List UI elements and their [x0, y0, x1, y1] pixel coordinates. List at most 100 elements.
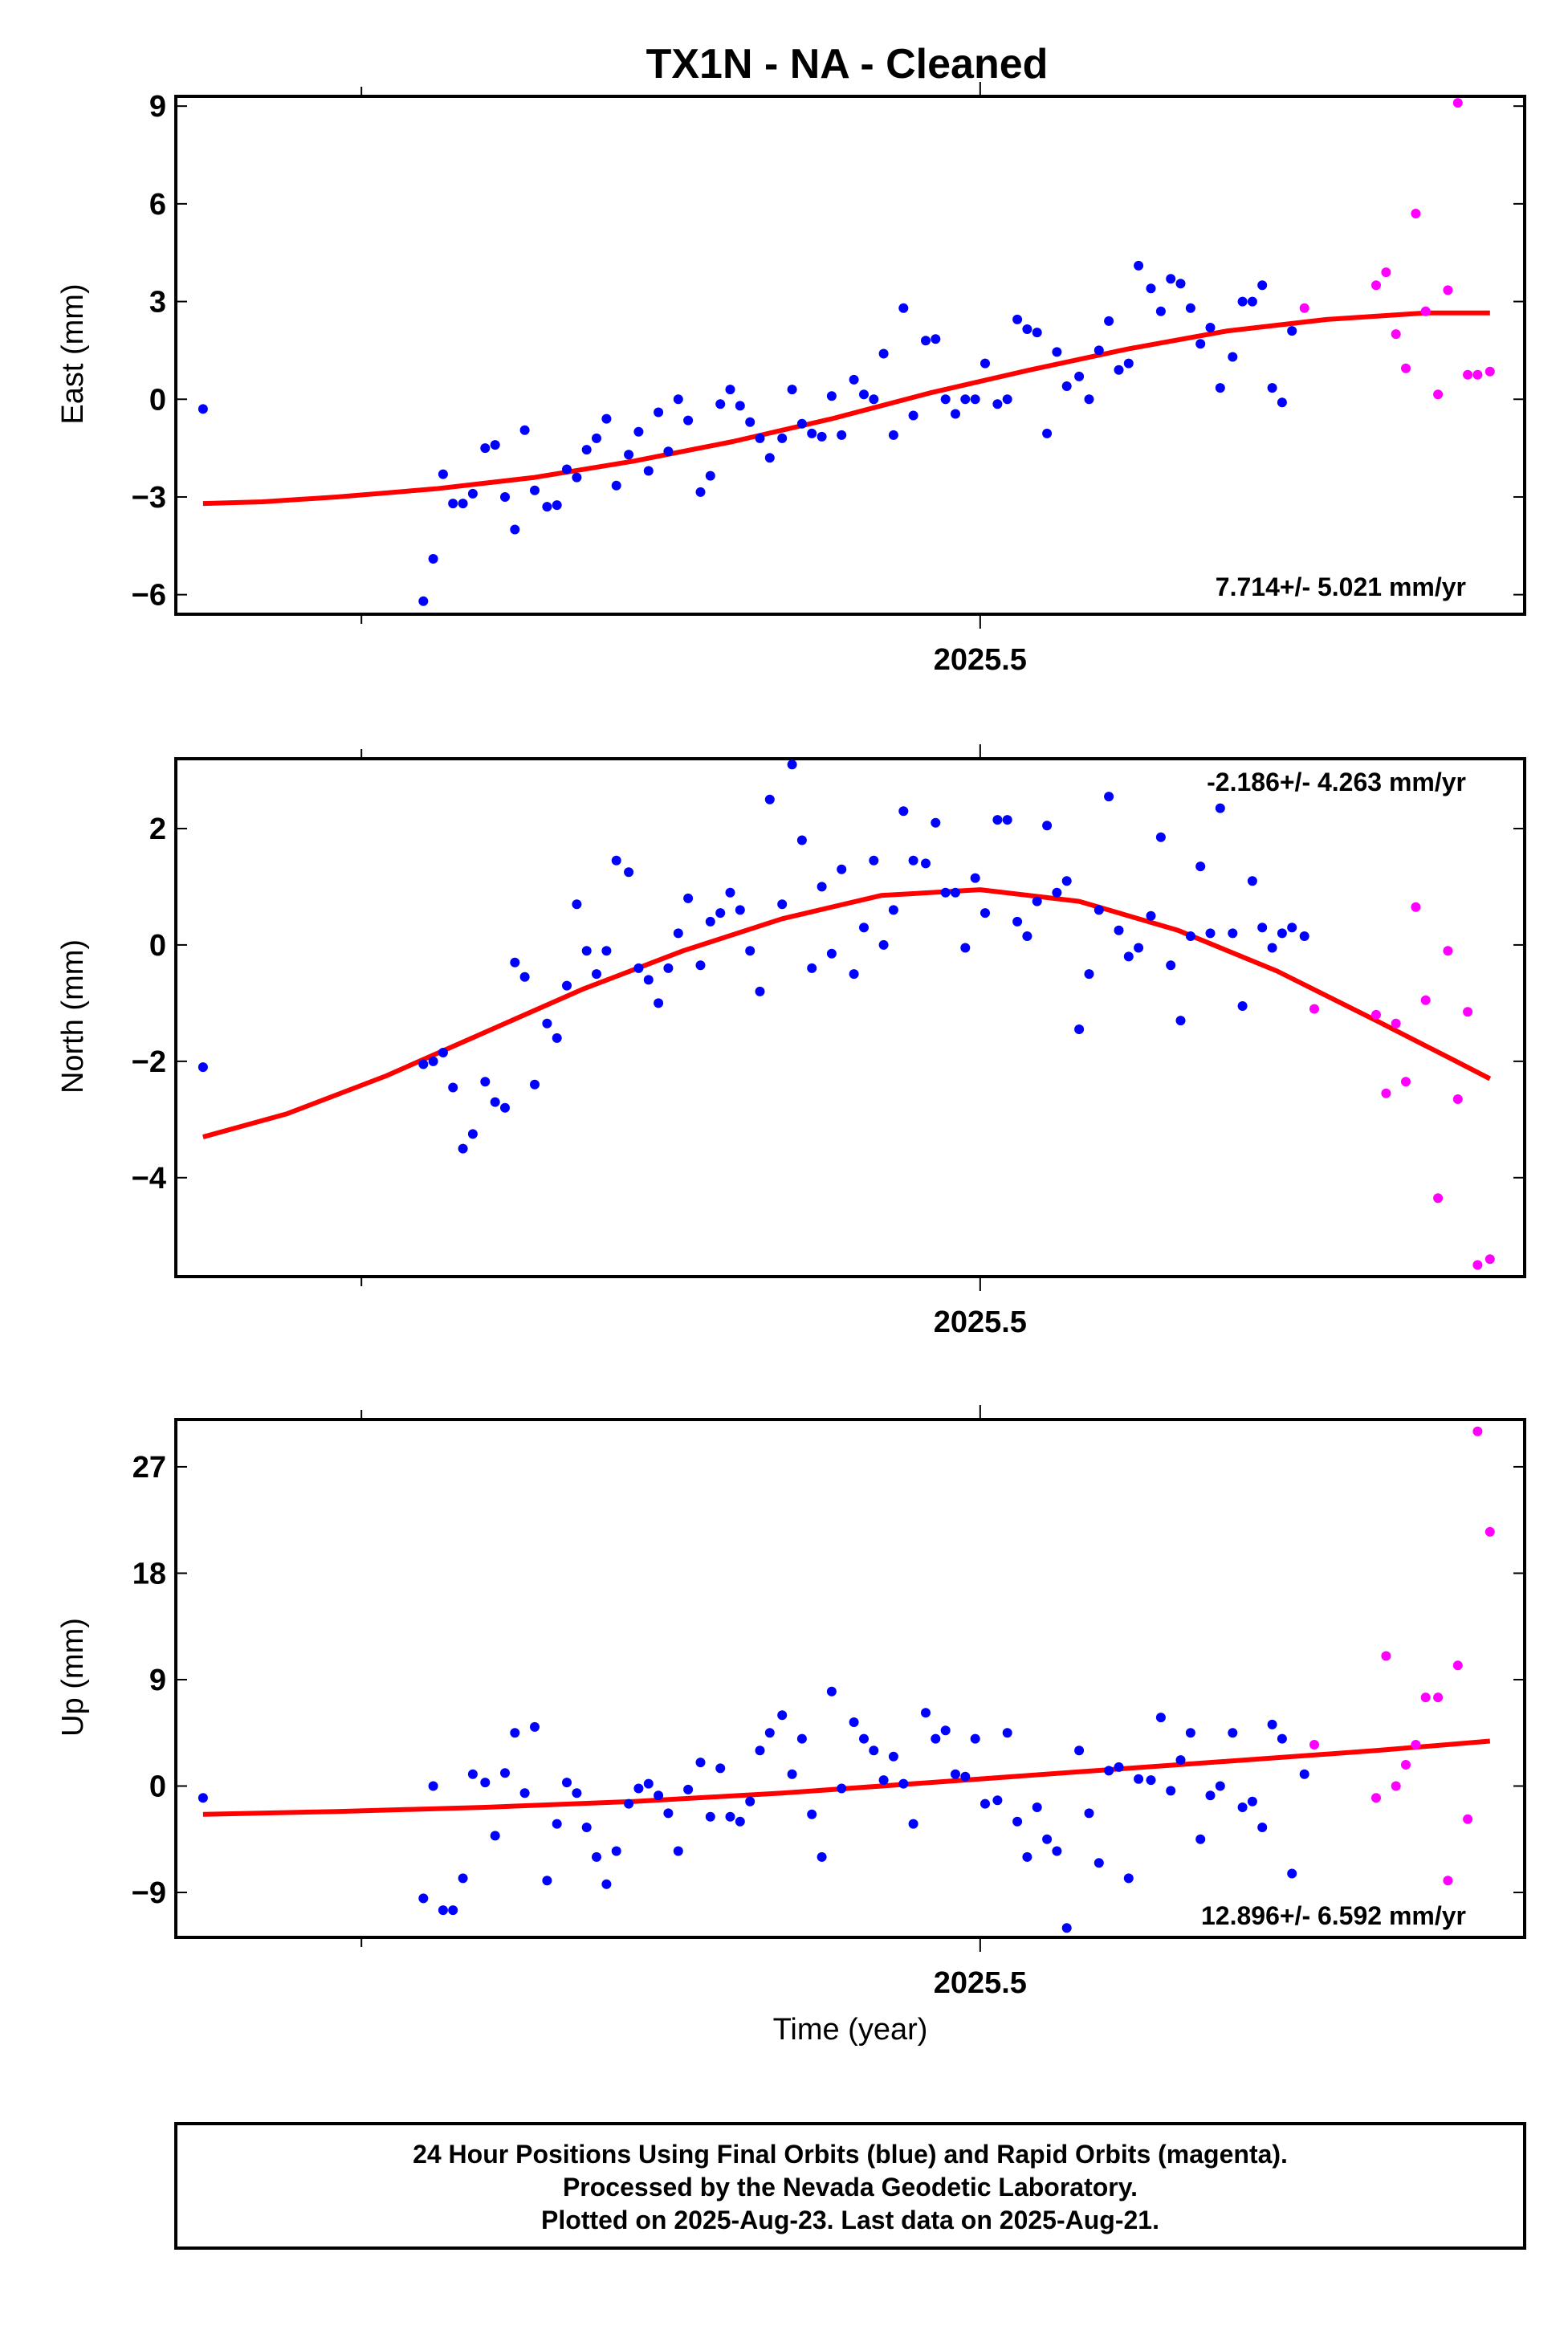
east-point-final: [1237, 296, 1248, 307]
up-point-final: [869, 1745, 879, 1756]
up-point-final: [467, 1769, 478, 1779]
north-point-final: [1257, 923, 1268, 933]
east-point-final: [1287, 326, 1297, 336]
east-point-final: [592, 433, 601, 443]
north-point-final: [428, 1056, 438, 1066]
east-point-rapid: [1472, 369, 1483, 380]
east-point-final: [438, 469, 448, 479]
up-ytick-label: 0: [149, 1770, 166, 1804]
east-point-final: [888, 430, 898, 440]
east-point-rapid: [1452, 98, 1463, 108]
east-point-rapid: [1463, 369, 1473, 380]
east-point-final: [837, 430, 847, 440]
east-point-final: [418, 596, 429, 606]
east-point-final: [992, 399, 1003, 409]
east-point-final: [1084, 394, 1094, 405]
up-point-final: [458, 1873, 468, 1884]
north-point-final: [601, 946, 612, 956]
east-point-final: [562, 464, 572, 475]
east-point-final: [428, 554, 438, 564]
up-point-final: [448, 1905, 458, 1916]
north-point-final: [1287, 923, 1297, 933]
up-point-final: [1166, 1786, 1176, 1796]
east-point-rapid: [1411, 209, 1421, 218]
east-point-final: [1228, 352, 1238, 362]
up-point-final: [438, 1905, 448, 1916]
east-point-final: [1012, 314, 1023, 324]
up-fit-line: [202, 1738, 1491, 1817]
north-point-final: [633, 963, 644, 973]
north-ylabel: North (mm): [56, 939, 90, 1094]
up-point-final: [1205, 1790, 1216, 1801]
north-point-final: [530, 1079, 540, 1090]
up-point-final: [480, 1778, 491, 1788]
east-point-final: [725, 385, 735, 395]
east-point-final: [1022, 324, 1032, 334]
north-point-final: [869, 855, 879, 866]
up-point-final: [787, 1769, 797, 1779]
north-point-final: [1094, 905, 1104, 915]
east-point-final: [1114, 365, 1124, 375]
up-point-final: [796, 1733, 807, 1744]
east-point-final: [1205, 323, 1216, 332]
east-point-final: [931, 334, 941, 344]
north-point-final: [970, 873, 980, 883]
north-point-final: [1247, 876, 1257, 886]
east-point-final: [1146, 283, 1156, 294]
north-point-final: [817, 882, 827, 892]
north-point-final: [745, 946, 755, 956]
up-point-final: [519, 1788, 530, 1798]
x-axis-label: Time (year): [773, 2013, 928, 2047]
north-point-final: [1267, 943, 1277, 953]
east-point-final: [490, 440, 500, 450]
up-frame: [174, 1418, 1526, 1939]
north-point-final: [1042, 821, 1053, 831]
north-point-final: [1052, 887, 1062, 898]
north-point-final: [755, 986, 765, 996]
east-point-final: [859, 389, 869, 400]
east-point-final: [542, 502, 552, 512]
up-point-final: [777, 1710, 788, 1721]
up-point-final: [1042, 1834, 1053, 1844]
north-point-final: [859, 923, 869, 933]
north-point-rapid: [1443, 946, 1453, 956]
up-point-rapid: [1443, 1876, 1453, 1886]
up-point-final: [1123, 1873, 1134, 1884]
up-point-final: [715, 1763, 726, 1774]
east-point-final: [764, 453, 775, 463]
east-point-final: [1166, 274, 1176, 284]
east-point-final: [951, 409, 960, 419]
up-ytick-label: −9: [132, 1876, 166, 1910]
east-point-final: [1155, 306, 1166, 316]
north-point-final: [1061, 876, 1072, 886]
north-point-final: [458, 1143, 468, 1154]
east-ytick-label: 9: [149, 90, 166, 124]
up-point-final: [198, 1793, 208, 1803]
east-point-final: [1061, 381, 1072, 391]
east-point-final: [735, 401, 745, 411]
footer-line-2: Processed by the Nevada Geodetic Laborat…: [563, 2173, 1138, 2202]
east-point-final: [960, 394, 971, 405]
east-point-final: [1032, 328, 1042, 338]
east-point-final: [796, 418, 807, 429]
east-point-final: [530, 485, 540, 495]
north-point-final: [643, 975, 654, 985]
east-ytick-label: 6: [149, 188, 166, 222]
up-point-final: [849, 1717, 859, 1727]
east-point-final: [826, 391, 837, 401]
up-ytick-label: 9: [149, 1664, 166, 1697]
north-point-rapid: [1381, 1088, 1391, 1098]
north-point-rapid: [1391, 1018, 1401, 1029]
up-point-final: [1104, 1766, 1114, 1776]
east-point-final: [940, 394, 951, 405]
north-point-final: [695, 960, 706, 971]
east-frame: [174, 95, 1526, 616]
north-point-rapid: [1420, 995, 1431, 1005]
east-point-final: [654, 407, 664, 418]
up-point-final: [1155, 1713, 1166, 1723]
north-point-final: [921, 858, 931, 869]
up-point-final: [530, 1721, 540, 1732]
up-xtick-label: 2025.5: [934, 1966, 1027, 2000]
panel-up: −9 0 9 18 27 2025.5 Up (mm) 12.896+/- 6.592 m…: [56, 1405, 1526, 2000]
